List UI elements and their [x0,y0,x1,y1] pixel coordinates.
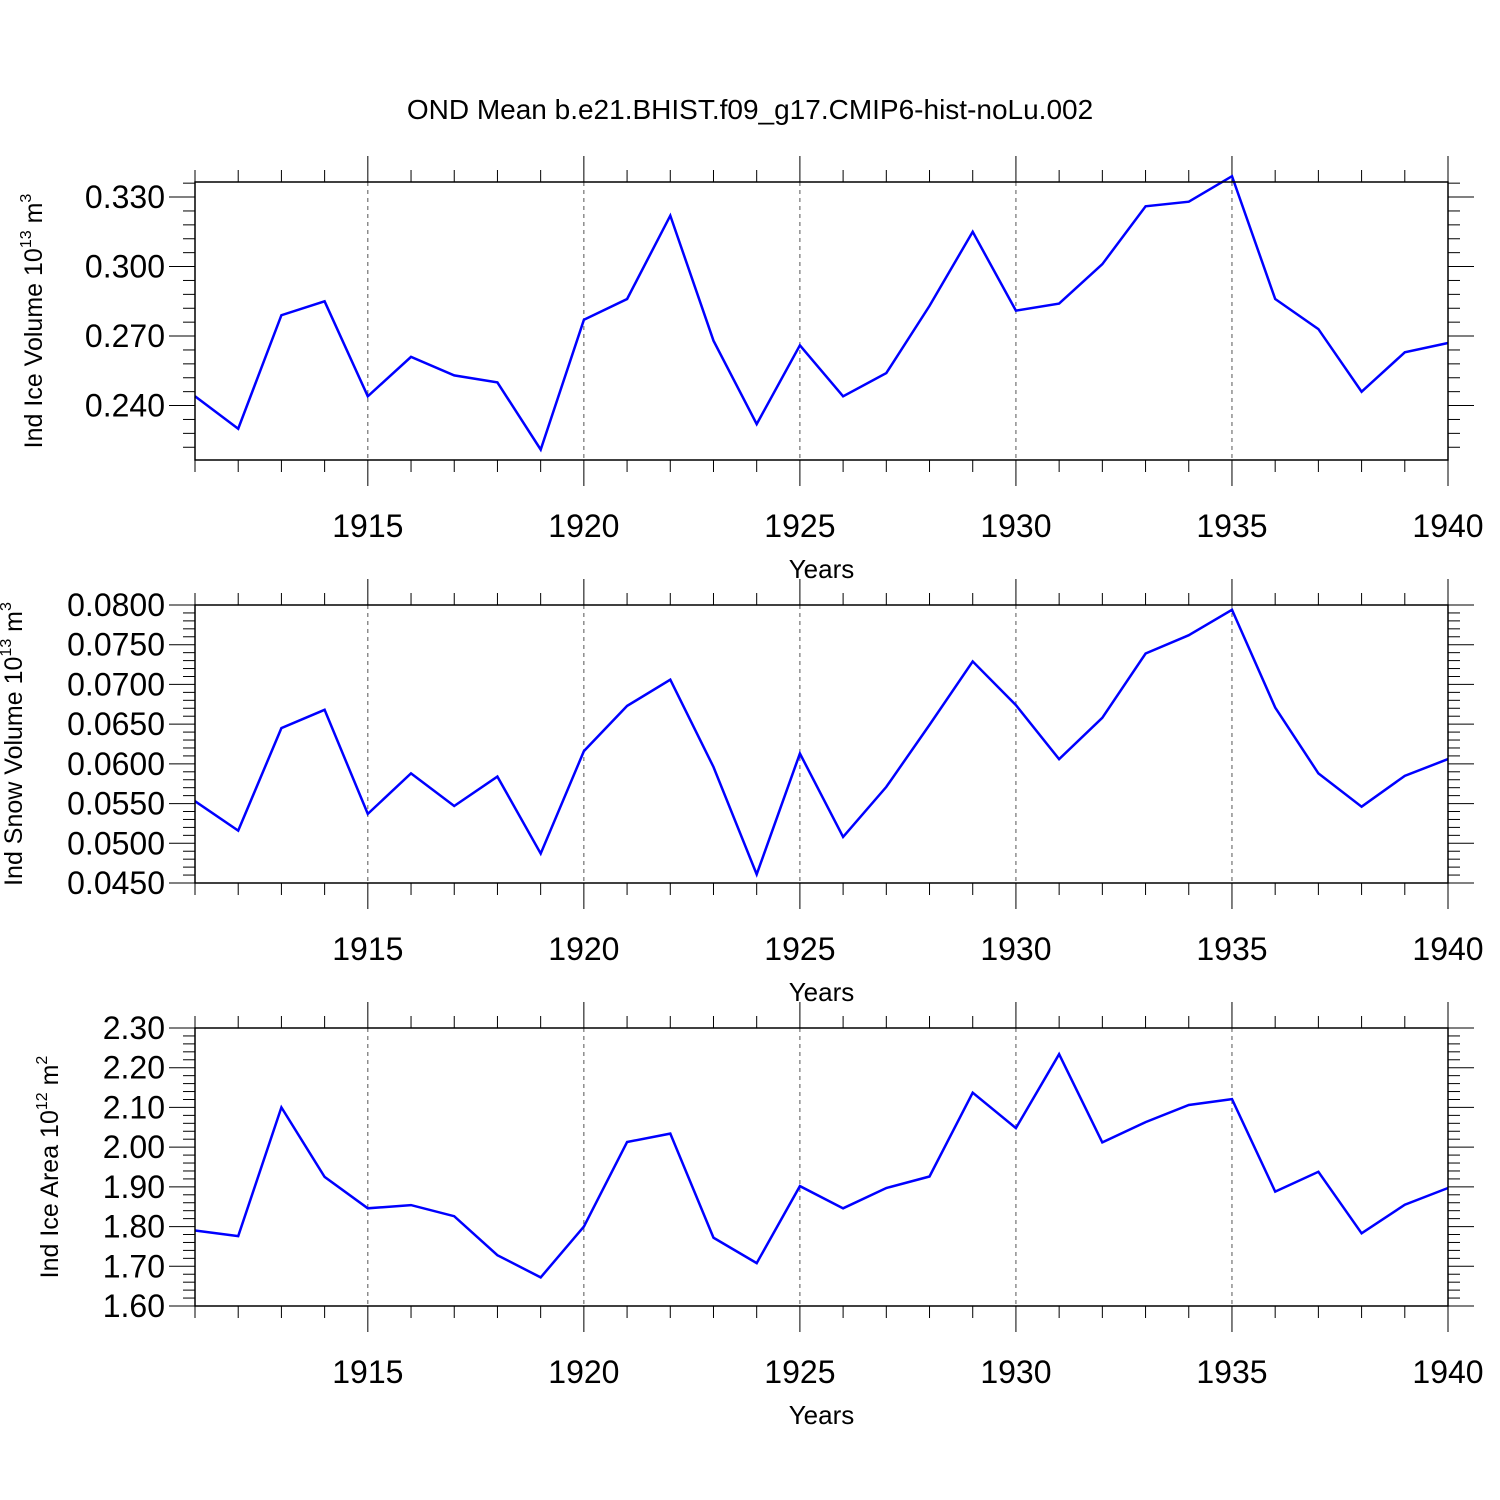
x-tick-label: 1925 [764,931,835,967]
y-tick-label: 0.0650 [67,706,165,742]
plot-frame [194,1027,1449,1307]
y-tick-label: 0.0550 [67,786,165,822]
y-axis-label: Ind Ice Area 1012 m2 [34,1056,64,1279]
y-tick-label: 0.0800 [67,587,165,623]
x-tick-label: 1920 [548,931,619,967]
y-tick-label: 2.30 [103,1010,165,1046]
plot-frame [194,604,1449,884]
x-axis-label: Years [789,1400,855,1430]
chart-panel-1: 1915 1920 1925 1930 1935 1940 0.240 0.270 0.300 0… [18,156,1484,584]
y-tick-label: 0.0600 [67,746,165,782]
x-tick-label: 1915 [332,1354,403,1390]
y-tick-label: 0.240 [85,388,165,424]
x-tick-label: 1935 [1196,1354,1267,1390]
y-tick-label: 0.0700 [67,666,165,702]
x-tick-label: 1915 [332,931,403,967]
x-tick-label: 1930 [980,508,1051,544]
x-tick-label: 1940 [1412,931,1483,967]
chart-panel-3: 1915 1920 1925 1930 1935 1940 1.60 1.701.80 1.90… [34,1002,1484,1430]
y-axis-label: Ind Ice Volume 1013 m3 [18,194,48,449]
y-tick-label: 2.10 [103,1089,165,1125]
x-tick-label: 1920 [548,508,619,544]
y-tick-label: 0.0500 [67,825,165,861]
plot-frame [194,181,1449,461]
series-line [194,174,1449,453]
chart-panel-2: 1915 1920 1925 1930 1935 1940 0.0450 0.05000.05… [0,579,1484,1007]
y-axis-label: Ind Snow Volume 1013 m3 [0,602,28,886]
x-axis-label: Years [789,554,855,584]
x-tick-label: 1940 [1412,1354,1483,1390]
x-axis-label: Years [789,977,855,1007]
y-tick-label: 0.0750 [67,627,165,663]
y-tick-label: 2.00 [103,1129,165,1165]
x-tick-label: 1930 [980,1354,1051,1390]
y-tick-label: 1.70 [103,1248,165,1284]
x-tick-label: 1925 [764,508,835,544]
x-tick-label: 1920 [548,1354,619,1390]
y-tick-label: 1.90 [103,1169,165,1205]
series-line [194,1051,1449,1279]
x-tick-label: 1935 [1196,508,1267,544]
x-tick-label: 1930 [980,931,1051,967]
panels: 1915 1920 1925 1930 1935 1940 0.240 0.270 0.300 0… [0,156,1484,1430]
series-line [194,608,1449,878]
y-tick-label: 1.60 [103,1288,165,1324]
x-tick-label: 1940 [1412,508,1483,544]
y-tick-label: 0.330 [85,179,165,215]
x-tick-label: 1915 [332,508,403,544]
x-tick-label: 1935 [1196,931,1267,967]
y-tick-label: 0.300 [85,249,165,285]
y-tick-label: 2.20 [103,1050,165,1086]
figure-title: OND Mean b.e21.BHIST.f09_g17.CMIP6-hist-… [407,94,1093,125]
y-tick-label: 1.80 [103,1209,165,1245]
y-tick-label: 0.0450 [67,865,165,901]
y-tick-label: 0.270 [85,318,165,354]
x-tick-label: 1925 [764,1354,835,1390]
